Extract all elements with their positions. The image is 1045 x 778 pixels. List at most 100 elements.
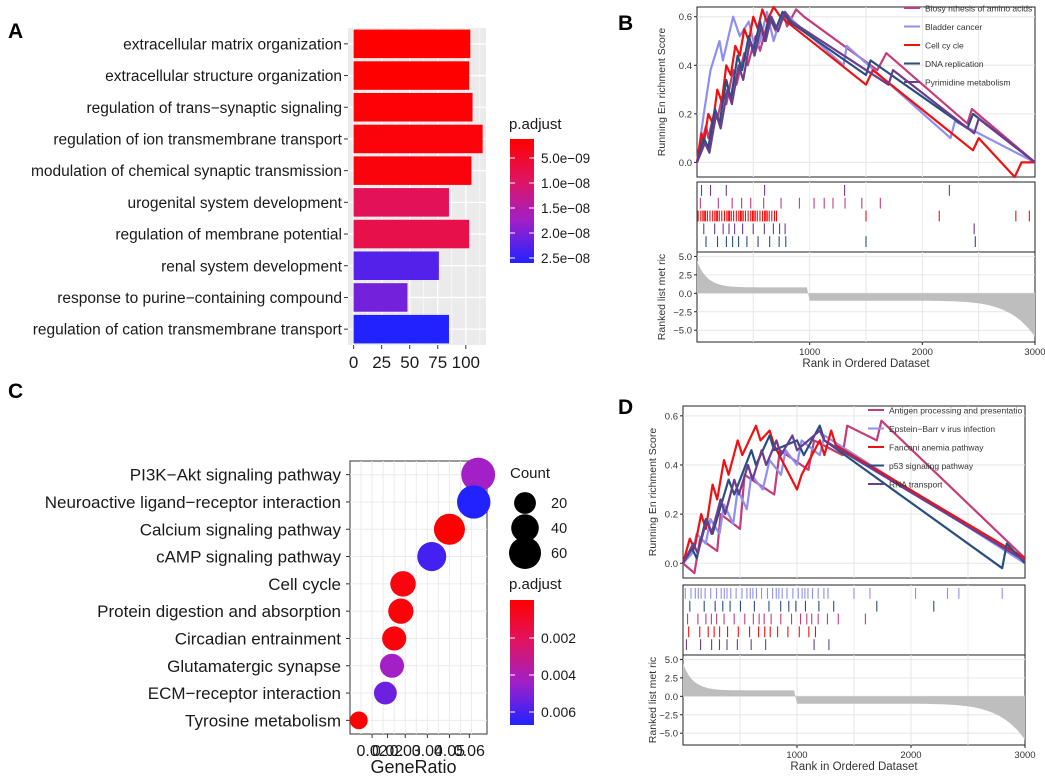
gsea-y-tick-label: 0.2 <box>665 510 678 521</box>
gsea-y-tick-label: 2.5 <box>679 270 692 281</box>
panel-c-dot <box>433 513 465 545</box>
panel-c-dot <box>390 571 416 597</box>
panel-a-x-tick-label: 50 <box>400 353 419 372</box>
panel-a-category-label: extracellular structure organization <box>105 68 342 85</box>
panel-a-x-tick-label: 75 <box>428 353 447 372</box>
panel-a-legend-title: p.adjust <box>509 116 562 133</box>
panel-label-d: D <box>618 396 633 419</box>
panel-a-x-tick-label: 25 <box>372 353 391 372</box>
gsea-x-axis-label: Rank in Ordered Dataset <box>790 761 918 773</box>
panel-c-x-tick-label: 0.04 <box>412 743 443 760</box>
panel-c-category-label: Calcium signaling pathway <box>140 520 342 539</box>
panel-a-category-label: renal system development <box>161 258 343 275</box>
panel-d-gsea-plot: 0.0 0.2 0.4 0.6 Antigen processing and prese… <box>647 405 1036 773</box>
gsea-y-tick-label: 0.0 <box>679 158 692 169</box>
panel-c-dot <box>457 485 491 519</box>
panel-c-color-legend-title: p.adjust <box>509 576 562 593</box>
gsea-y-tick-label: 0.0 <box>665 692 678 703</box>
panel-c-x-tick-label: 0.05 <box>434 743 465 760</box>
gsea-x-tick-label: 1000 <box>799 347 820 358</box>
gsea-y-tick-label: −2.5 <box>673 307 692 318</box>
panel-a-legend-label: 1.0e−08 <box>541 176 590 191</box>
gsea-running-score-line <box>682 429 1026 564</box>
panel-b-gsea-plot: 0.0 0.2 0.4 0.6 Biosy nthesis of amino acids… <box>656 3 1045 370</box>
gsea-y-tick-label: 0.4 <box>679 61 692 72</box>
gsea-legend-label: DNA replication <box>925 59 984 69</box>
gsea-ranked-metric-area <box>697 260 1035 337</box>
panel-c-size-legend-label: 20 <box>551 496 567 512</box>
panel-a-x-tick-label: 100 <box>452 353 480 372</box>
gsea-x-tick-label: 2000 <box>912 347 933 358</box>
panel-a-bar <box>353 29 471 59</box>
panel-a-legend-label: 2.0e−08 <box>541 226 590 241</box>
panel-c-color-legend-label: 0.006 <box>541 704 576 720</box>
gsea-y-tick-label: 5.0 <box>679 252 692 263</box>
panel-a-bar <box>353 61 470 90</box>
panel-c-size-legend-dot <box>508 536 542 570</box>
gsea-y-tick-label: 0.2 <box>679 109 692 120</box>
panel-c-category-label: Tyrosine metabolism <box>185 711 341 730</box>
panel-a-bar <box>353 219 470 249</box>
panel-a-bar <box>353 283 408 312</box>
panel-a-bar-chart: extracellular matrix organization extrace… <box>31 28 590 372</box>
gsea-y-axis-label: Running En richment Score <box>647 428 659 557</box>
panel-c-category-label: cAMP signaling pathway <box>156 548 341 567</box>
gsea-y-tick-label: −2.5 <box>659 710 678 721</box>
gsea-legend-label: p53 signaling pathway <box>889 461 974 471</box>
panel-c-dot <box>461 457 496 492</box>
gsea-y-axis-label: Running En richment Score <box>656 28 668 157</box>
gsea-y-tick-label: 5.0 <box>665 655 678 666</box>
panel-a-category-label: regulation of cation transmembrane trans… <box>33 322 343 339</box>
gsea-running-score-line <box>695 10 1036 164</box>
panel-c-category-label: ECM−receptor interaction <box>148 684 341 703</box>
panel-label-a: A <box>8 20 23 43</box>
panel-a-category-label: regulation of ion transmembrane transpor… <box>53 131 342 148</box>
gsea-running-score-line <box>682 419 1026 575</box>
panel-a-category-label: response to purine−containing compound <box>57 290 342 307</box>
panel-a-legend-label: 2.5e−08 <box>541 251 590 266</box>
panel-a-bar <box>353 314 449 344</box>
gsea-running-score-line <box>681 424 1026 564</box>
gsea-y-tick-label: 2.5 <box>665 673 678 684</box>
gsea-x-tick-label: 2000 <box>900 750 921 761</box>
gsea-y-tick-label: −5.0 <box>659 729 678 740</box>
gsea-legend-label: Antigen processing and presentatio <box>889 405 1023 415</box>
panel-c-x-axis-label: GeneRatio <box>370 757 456 777</box>
gsea-running-score-line <box>695 10 1036 164</box>
panel-a-legend-label: 1.5e−08 <box>541 201 590 216</box>
gsea-y-tick-label: 0.6 <box>665 411 678 422</box>
gsea-y-tick-label: 0.6 <box>679 12 692 23</box>
panel-c-size-legend-label: 60 <box>551 546 567 562</box>
panel-a-bar <box>353 92 473 122</box>
panel-c-dot <box>349 711 368 730</box>
gsea-legend-label: Pyrimidine metabolism <box>925 77 1011 87</box>
panel-c-category-label: Protein digestion and absorption <box>97 602 341 621</box>
panel-a-bar <box>353 124 483 154</box>
panel-a-category-label: regulation of membrane potential <box>115 227 342 244</box>
gsea-legend-label: Cell cy cle <box>925 40 964 50</box>
panel-a-x-tick-label: 0 <box>349 353 358 372</box>
gsea-legend-label: RNA transport <box>889 479 943 489</box>
panel-c-dot <box>379 653 405 678</box>
gsea-y-tick-label: 0.0 <box>665 559 678 570</box>
panel-c-size-legend-title: Count <box>510 465 551 482</box>
gsea-x-tick-label: 3000 <box>1024 347 1045 358</box>
gsea-ranked-metric-area <box>683 663 1025 740</box>
panel-c-color-legend-label: 0.002 <box>541 630 576 646</box>
panel-a-category-label: modulation of chemical synaptic transmis… <box>31 163 342 180</box>
panel-c-dot <box>382 626 407 651</box>
panel-c-category-label: Cell cycle <box>268 575 341 594</box>
gsea-y-tick-label: 0.0 <box>679 289 692 300</box>
panel-c-x-tick-label: 0.02 <box>372 743 403 760</box>
panel-c-x-tick-label: 0.03 <box>390 743 421 760</box>
gsea-y-axis-label: Ranked list met ric <box>647 657 659 743</box>
gsea-legend-label: Epstein−Barr v irus infection <box>889 424 995 434</box>
gsea-y-tick-label: 0.4 <box>665 460 678 471</box>
panel-a-category-label: urogenital system development <box>127 195 342 212</box>
panel-c-size-legend-label: 40 <box>551 521 567 537</box>
panel-c-size-legend-dot <box>511 514 539 542</box>
panel-a-bar <box>353 188 449 217</box>
gsea-running-score-line <box>682 434 1026 565</box>
panel-c-category-label: PI3K−Akt signaling pathway <box>130 466 342 485</box>
panel-c-dot <box>388 598 414 624</box>
